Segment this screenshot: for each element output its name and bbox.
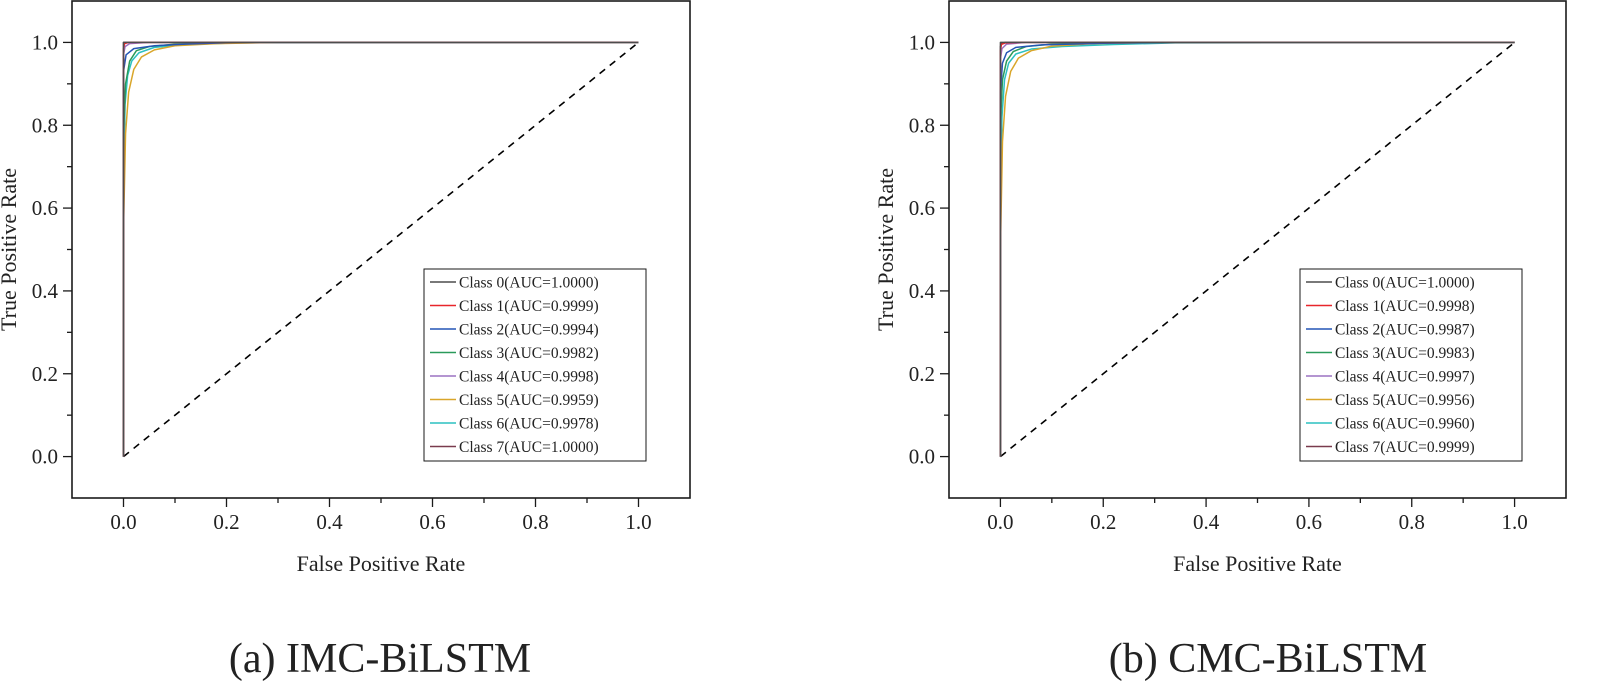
y-tick-label: 0.2 [909,362,935,386]
y-axis-label: True Positive Rate [873,168,898,331]
legend-entry-class-5: Class 5(AUC=0.9959) [459,392,599,409]
y-tick-label: 0.4 [32,279,59,303]
roc-curve-class-5 [122,41,639,457]
legend: Class 0(AUC=1.0000) Class 1(AUC=0.9998) Cl… [1299,268,1523,462]
y-tick-label: 0.6 [32,196,58,220]
y-tick-label: 0.6 [909,196,935,220]
legend-entry-class-7: Class 7(AUC=1.0000) [459,439,599,456]
y-tick-label: 1.0 [909,30,935,54]
x-tick-label: 0.2 [213,510,239,534]
y-tick-label: 0.0 [909,445,935,469]
legend-entry-class-5: Class 5(AUC=0.9956) [1335,392,1475,409]
x-tick-label: 0.8 [1399,510,1425,534]
roc-panel-b: 0.0 0.2 0.4 0.6 0.8 1.0 0.0 0.2 0.4 0.6 0.8 1.0 Fals… [873,0,1567,682]
legend-entry-class-6: Class 6(AUC=0.9960) [1335,416,1475,433]
y-tick-label: 0.0 [32,445,58,469]
x-tick-label: 0.0 [987,510,1013,534]
x-axis-label: False Positive Rate [297,551,466,576]
legend-entry-class-2: Class 2(AUC=0.9994) [459,322,599,339]
x-tick-label: 0.6 [419,510,445,534]
x-tick-label: 1.0 [625,510,651,534]
panel-caption: (b) CMC-BiLSTM [1109,636,1428,682]
x-axis-label: False Positive Rate [1173,551,1342,576]
legend-entry-class-2: Class 2(AUC=0.9987) [1335,322,1475,339]
y-tick-label: 1.0 [32,30,58,54]
x-tick-label: 0.0 [110,510,136,534]
legend-entry-class-3: Class 3(AUC=0.9982) [459,345,599,362]
y-tick-label: 0.8 [909,113,935,137]
x-tick-label: 0.4 [1193,510,1220,534]
legend-entry-class-4: Class 4(AUC=0.9998) [459,369,599,386]
x-tick-label: 0.6 [1296,510,1322,534]
diagonal-reference-line [122,41,640,458]
legend-entry-class-4: Class 4(AUC=0.9997) [1335,369,1475,386]
roc-curve-class-0 [999,41,1515,457]
roc-curves [999,41,1515,457]
y-tick-label: 0.4 [909,279,936,303]
legend-entry-class-7: Class 7(AUC=0.9999) [1335,439,1475,456]
y-axis-label: True Positive Rate [0,168,21,331]
legend-entry-class-6: Class 6(AUC=0.9978) [459,416,599,433]
panel-caption: (a) IMC-BiLSTM [229,636,531,682]
diagonal-reference-line [999,41,1516,458]
legend-box [423,268,647,462]
legend-entry-class-3: Class 3(AUC=0.9983) [1335,345,1475,362]
y-tick-label: 0.2 [32,362,58,386]
legend-entry-class-0: Class 0(AUC=1.0000) [459,275,599,292]
x-tick-label: 1.0 [1501,510,1527,534]
legend-box [1299,268,1523,462]
roc-panel-a: 0.0 0.2 0.4 0.6 0.8 1.0 0.0 0.2 0.4 0.6 0.8 1.0 Fals… [0,0,691,682]
legend-entry-class-1: Class 1(AUC=0.9999) [459,298,599,315]
x-tick-label: 0.4 [316,510,343,534]
roc-curve-class-6 [999,41,1515,457]
y-tick-label: 0.8 [32,113,58,137]
legend-entry-class-1: Class 1(AUC=0.9998) [1335,298,1475,315]
roc-curve-class-0 [122,41,639,457]
legend: Class 0(AUC=1.0000) Class 1(AUC=0.9999) Cl… [423,268,647,462]
roc-curves [122,41,639,457]
x-tick-label: 0.8 [522,510,548,534]
x-tick-label: 0.2 [1090,510,1116,534]
legend-entry-class-0: Class 0(AUC=1.0000) [1335,275,1475,292]
